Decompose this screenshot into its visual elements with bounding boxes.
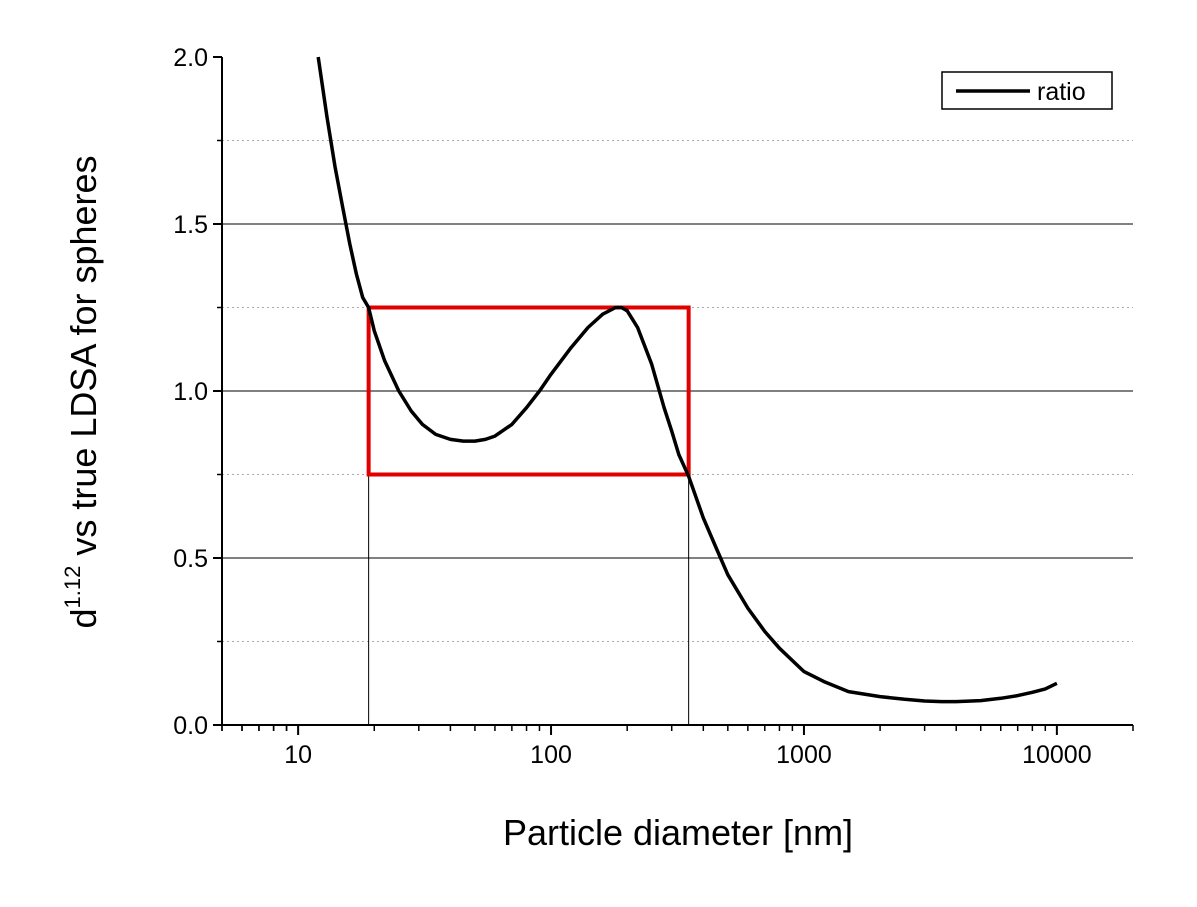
legend-label-ratio: ratio [1037, 78, 1086, 106]
x-tick-label: 100 [530, 741, 572, 769]
x-tick-label: 10000 [1022, 741, 1092, 769]
x-axis-title: Particle diameter [nm] [503, 812, 853, 853]
y-tick-label: 0.0 [173, 712, 208, 740]
y-tick-label: 0.5 [173, 545, 208, 573]
x-tick-label: 10 [284, 741, 312, 769]
y-tick-label: 1.0 [173, 378, 208, 406]
annotations [366, 305, 691, 725]
y-axis-title: d1.12 vs true LDSA for spheres [60, 155, 104, 628]
y-tick-label: 2.0 [173, 44, 208, 72]
highlight-box [366, 305, 691, 477]
series-line-ratio [316, 56, 1058, 704]
series-layer [316, 56, 1058, 704]
legend: ratio [941, 71, 1113, 110]
y-axis-title-superscript: 1.12 [60, 566, 85, 609]
y-tick-label: 1.5 [173, 211, 208, 239]
x-tick-label: 1000 [776, 741, 832, 769]
y-axis-title-rest: vs true LDSA for spheres [63, 155, 104, 565]
axes [213, 56, 1134, 735]
tick-labels: 0.0 0.5 1.0 1.5 2.0 10 100 1000 10000 [173, 44, 1091, 769]
grid-lines [222, 140, 1133, 642]
y-axis-title-base: d [63, 608, 104, 628]
